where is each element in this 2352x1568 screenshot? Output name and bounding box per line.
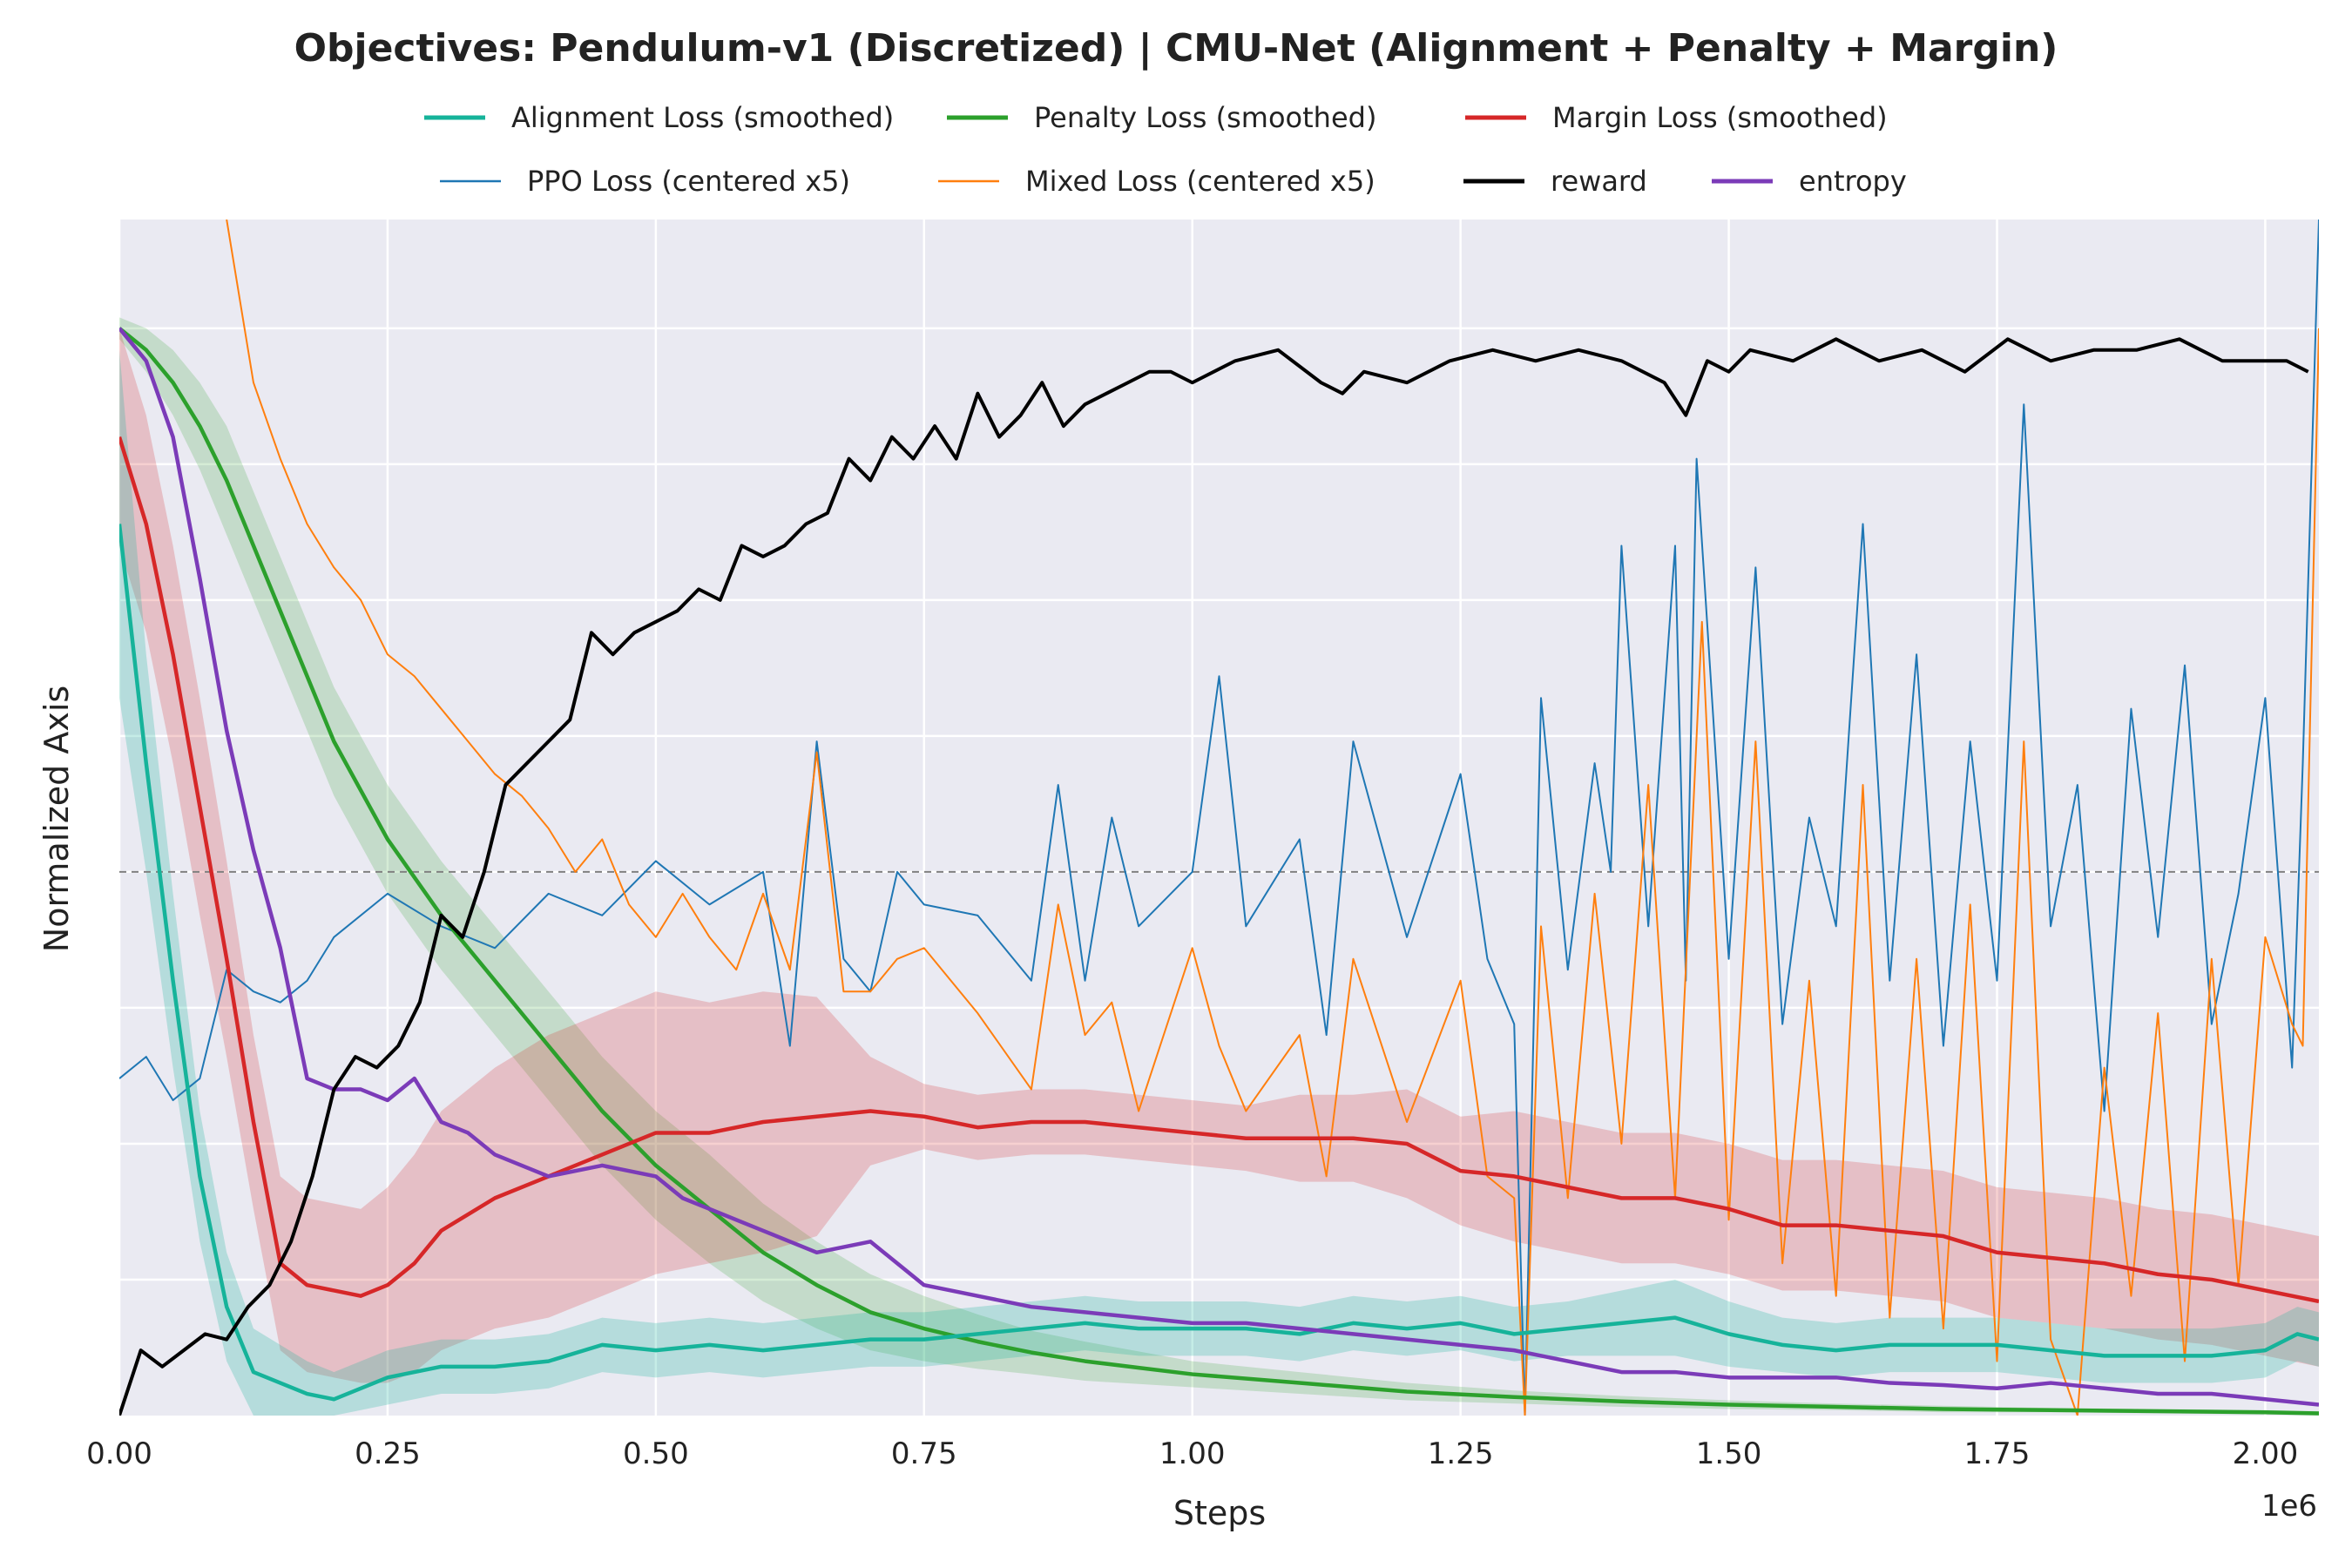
y-axis-label: Normalized Axis [37, 686, 76, 952]
x-tick-label-4: 1.00 [1159, 1436, 1226, 1471]
alignment-line [119, 524, 2319, 1402]
x-tick-label-1: 0.25 [355, 1436, 421, 1471]
legend-label-mixed: Mixed Loss (centered x5) [1025, 165, 1375, 198]
x-tick-label-2: 0.50 [623, 1436, 689, 1471]
x-tick-label-0: 0.00 [86, 1436, 152, 1471]
legend-label-margin: Margin Loss (smoothed) [1552, 101, 1888, 134]
x-tick-label-7: 1.75 [1964, 1436, 2031, 1471]
legend-label-penalty: Penalty Loss (smoothed) [1034, 101, 1376, 134]
legend-label-ppo: PPO Loss (centered x5) [527, 165, 850, 198]
chart-title: Objectives: Pendulum-v1 (Discretized) | … [294, 26, 2058, 71]
penalty-line [119, 327, 2319, 1416]
penalty-band [119, 317, 2319, 1416]
x-axis-label: Steps [1173, 1494, 1266, 1532]
legend-label-entropy: entropy [1799, 165, 1907, 198]
x-tick-label-5: 1.25 [1428, 1436, 1494, 1471]
x-tick-label-6: 1.50 [1696, 1436, 1762, 1471]
mixed-line [226, 220, 2319, 1416]
legend-label-alignment: Alignment Loss (smoothed) [511, 101, 894, 134]
legend-label-reward: reward [1551, 165, 1647, 198]
margin-band [119, 328, 2319, 1383]
margin-line [119, 436, 2319, 1304]
reward-line [119, 337, 2309, 1416]
series-lines [119, 220, 2319, 1416]
plot-area [119, 220, 2319, 1416]
x-axis-scale-label: 1e6 [2261, 1489, 2317, 1524]
x-tick-label-8: 2.00 [2233, 1436, 2299, 1471]
x-axis-ticks: 0.00 0.25 0.50 0.75 1.00 1.25 1.50 1.75 2.00 [86, 1436, 2298, 1471]
entropy-line [119, 327, 2319, 1407]
confidence-bands [119, 317, 2319, 1416]
legend: Alignment Loss (smoothed) Penalty Loss (s… [424, 101, 1907, 198]
x-tick-label-3: 0.75 [891, 1436, 957, 1471]
ppo-line [119, 220, 2319, 1416]
